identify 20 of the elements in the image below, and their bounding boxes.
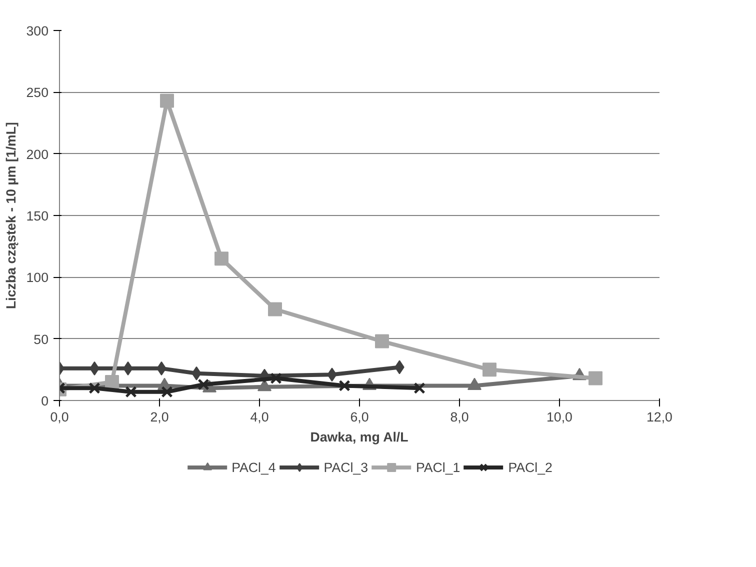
- y-axis-title: Liczba cząstek - 10 µm [1/mL]: [3, 122, 18, 309]
- x-tick-label: 0,0: [50, 410, 69, 424]
- y-tick-label: 150: [26, 208, 49, 224]
- x-tick-label: 6,0: [350, 410, 369, 424]
- legend-label: PACl_4: [232, 460, 276, 474]
- y-tick-label: 250: [26, 85, 49, 100]
- x-tick-label: 10,0: [546, 410, 572, 424]
- y-tick-label: 0: [41, 394, 49, 408]
- x-tick-label: 12,0: [646, 410, 672, 424]
- legend-label: PACl_3: [324, 460, 368, 474]
- legend-label: PACl_2: [508, 460, 552, 474]
- x-tick-label: 4,0: [250, 410, 269, 424]
- x-tick-label: 2,0: [150, 410, 169, 424]
- y-tick-label: 300: [26, 24, 49, 38]
- legend-label: PACl_1: [416, 460, 460, 474]
- y-tick-label: 200: [26, 146, 49, 162]
- x-axis-title: Dawka, mg Al/L: [310, 430, 408, 444]
- y-tick-label: 100: [26, 270, 49, 286]
- y-tick-label: 50: [34, 332, 49, 347]
- x-tick-label: 8,0: [450, 410, 469, 424]
